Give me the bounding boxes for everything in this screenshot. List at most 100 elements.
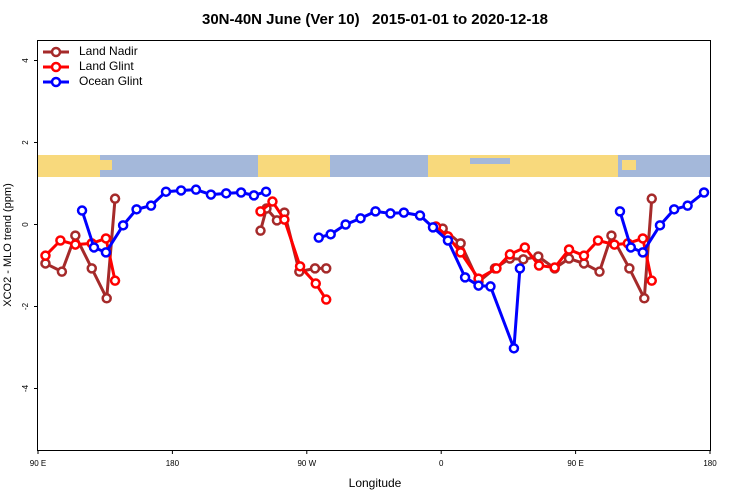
data-point	[385, 208, 396, 219]
data-point	[320, 294, 332, 305]
data-point	[267, 196, 278, 207]
data-point	[117, 220, 129, 231]
data-point	[109, 193, 121, 204]
legend-marker	[50, 76, 62, 88]
data-point	[40, 250, 51, 261]
y-tick-label: -4	[21, 384, 30, 392]
data-point	[101, 293, 112, 304]
data-point	[549, 262, 560, 273]
y-tick-label: 2	[21, 140, 30, 145]
data-point	[646, 275, 658, 286]
data-point	[235, 187, 247, 198]
x-tick-label: 180	[166, 459, 180, 468]
data-point	[309, 263, 321, 274]
data-point	[455, 247, 466, 258]
data-point	[190, 184, 202, 195]
data-point	[639, 293, 650, 304]
data-point	[698, 187, 710, 198]
x-tick-label: 90 E	[567, 459, 583, 468]
x-tick-label: 0	[439, 459, 444, 468]
data-point	[606, 230, 617, 241]
data-point	[637, 247, 649, 258]
data-point	[76, 205, 88, 216]
data-point	[325, 229, 336, 240]
series-line	[44, 200, 654, 301]
data-point	[70, 230, 81, 241]
data-point	[313, 232, 324, 243]
x-tick-label: 90 E	[30, 459, 46, 468]
data-point	[668, 204, 680, 215]
legend-label: Land Nadir	[79, 44, 138, 58]
data-point	[100, 233, 112, 244]
data-point	[100, 247, 112, 258]
data-point	[414, 210, 426, 221]
data-point	[592, 235, 604, 246]
data-point	[563, 253, 575, 264]
data-point	[255, 206, 266, 217]
data-point	[473, 280, 484, 291]
data-point	[459, 272, 471, 283]
data-point	[637, 233, 649, 244]
data-point	[646, 193, 658, 204]
y-tick-label: -2	[21, 302, 30, 310]
legend-marker	[50, 61, 62, 73]
legend-label: Land Glint	[79, 59, 134, 73]
data-point	[205, 189, 217, 200]
data-point	[625, 242, 637, 253]
data-point	[491, 263, 502, 274]
data-point	[220, 188, 232, 199]
data-point	[654, 220, 666, 231]
y-tick-label: 4	[21, 58, 30, 63]
data-point	[355, 213, 366, 224]
data-point	[56, 266, 68, 277]
data-point	[563, 244, 575, 255]
data-point	[260, 186, 272, 197]
y-axis-label: XCO2 - MLO trend (ppm)	[2, 183, 14, 306]
data-point	[340, 219, 351, 230]
data-point	[310, 278, 322, 289]
data-point	[294, 261, 306, 272]
data-point	[504, 249, 516, 260]
data-point	[255, 225, 266, 236]
data-point	[578, 250, 590, 261]
data-point	[427, 222, 439, 233]
x-tick-label: 180	[703, 459, 717, 468]
data-point	[398, 207, 410, 218]
data-point	[442, 235, 454, 246]
y-tick-label: 0	[21, 222, 30, 227]
data-point	[682, 200, 693, 211]
x-axis-label: Longitude	[349, 476, 402, 490]
data-point	[614, 206, 626, 217]
data-point	[514, 263, 526, 274]
data-point	[533, 260, 545, 271]
data-point	[88, 242, 100, 253]
data-point	[55, 235, 66, 246]
data-point	[519, 242, 531, 253]
data-point	[175, 185, 187, 196]
data-point	[320, 263, 332, 274]
data-point	[518, 254, 529, 265]
data-point	[131, 204, 142, 215]
chart-title: 30N-40N June (Ver 10) 2015-01-01 to 2020…	[202, 11, 548, 28]
data-point	[455, 238, 466, 249]
map-strip	[38, 155, 710, 177]
plot-frame	[37, 40, 711, 451]
data-point	[70, 239, 81, 250]
data-point	[86, 263, 98, 274]
x-tick-label: 90 W	[297, 459, 316, 468]
data-point	[485, 281, 496, 292]
data-point	[508, 343, 520, 354]
data-point	[594, 266, 605, 277]
data-point	[609, 239, 620, 250]
legend-label: Ocean Glint	[79, 74, 143, 88]
data-point	[248, 190, 260, 201]
legend-marker	[50, 46, 62, 58]
data-point	[370, 206, 381, 217]
data-point	[109, 275, 121, 286]
data-point	[279, 214, 290, 225]
data-point	[145, 200, 157, 211]
data-point	[160, 186, 172, 197]
data-point	[624, 263, 635, 274]
